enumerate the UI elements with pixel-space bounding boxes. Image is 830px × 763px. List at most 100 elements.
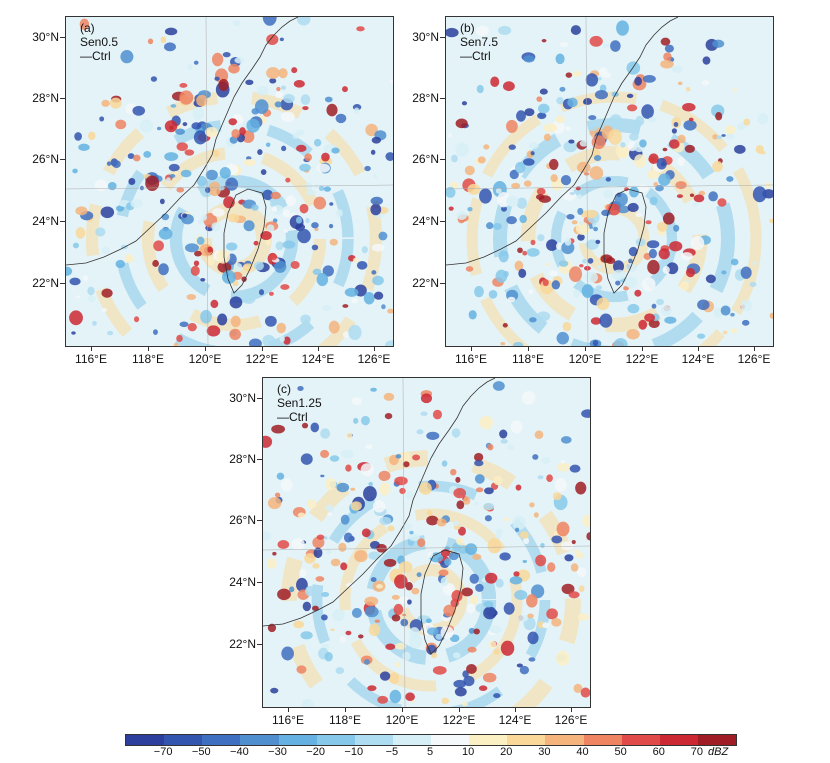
colorbar-label: 10 (462, 746, 475, 758)
lon-tick (374, 346, 375, 351)
panel-b-label: (b) Sen7.5—Ctrl (460, 21, 499, 63)
lon-label: 116°E (75, 352, 107, 366)
colorbar (125, 734, 737, 746)
lon-tick (642, 346, 643, 351)
lat-tick (60, 159, 65, 160)
lon-label: 118°E (512, 352, 544, 366)
lat-label: 22°N (229, 637, 256, 651)
lat-tick (257, 644, 262, 645)
colorbar-cell (469, 735, 508, 745)
colorbar-label: 70 (690, 746, 703, 758)
lon-label: 122°E (625, 352, 659, 366)
lat-tick (60, 37, 65, 38)
lon-label: 126°E (737, 352, 771, 366)
colorbar-label: −10 (344, 746, 364, 758)
colorbar-label: −20 (306, 746, 325, 758)
lat-tick (60, 98, 65, 99)
lat-label: 30°N (229, 391, 256, 405)
colorbar-label: −50 (191, 746, 211, 758)
colorbar-label: 60 (652, 746, 665, 758)
panel-a-label: (a) Sen0.5—Ctrl (80, 21, 119, 63)
lon-label: 124°E (498, 713, 532, 727)
colorbar-label: 20 (500, 746, 513, 758)
lat-tick (440, 283, 445, 284)
lon-tick (698, 346, 699, 351)
colorbar-label: −5 (385, 746, 399, 758)
lat-label: 22°N (32, 276, 59, 290)
lat-label: 24°N (229, 575, 256, 589)
colorbar-cell (202, 735, 241, 745)
colorbar-cell (621, 735, 660, 745)
colorbar-cell (126, 735, 165, 745)
colorbar-cell (431, 735, 470, 745)
lon-label: 122°E (245, 352, 279, 366)
lon-label: 124°E (681, 352, 715, 366)
lon-tick (318, 346, 319, 351)
lon-tick (585, 346, 586, 351)
map-canvas (263, 378, 590, 707)
lat-tick (440, 159, 445, 160)
lon-label: 122°E (442, 713, 476, 727)
lon-label: 126°E (357, 352, 391, 366)
lon-tick (402, 707, 403, 712)
lat-label: 28°N (229, 452, 256, 466)
colorbar-cell (164, 735, 203, 745)
lat-tick (257, 398, 262, 399)
lon-label: 118°E (329, 713, 361, 727)
map-canvas (446, 17, 773, 346)
lon-tick (459, 707, 460, 712)
colorbar-label: −40 (230, 746, 249, 758)
lon-tick (515, 707, 516, 712)
lat-label: 22°N (412, 276, 439, 290)
colorbar-label: 50 (614, 746, 627, 758)
lat-tick (257, 582, 262, 583)
colorbar-cell (583, 735, 622, 745)
colorbar-cell (354, 735, 393, 745)
lon-label: 120°E (188, 352, 222, 366)
lon-label: 116°E (455, 352, 487, 366)
colorbar-cell (278, 735, 317, 745)
lat-label: 26°N (229, 513, 256, 527)
lon-tick (262, 346, 263, 351)
colorbar-cell (697, 735, 736, 745)
lon-label: 116°E (272, 713, 304, 727)
colorbar-cell (507, 735, 546, 745)
colorbar-cell (240, 735, 279, 745)
lat-label: 28°N (412, 91, 439, 105)
lat-label: 24°N (32, 214, 59, 228)
lon-label: 120°E (568, 352, 602, 366)
colorbar-cell (545, 735, 584, 745)
lon-label: 126°E (554, 713, 588, 727)
lat-tick (257, 459, 262, 460)
lon-tick (288, 707, 289, 712)
lon-label: 124°E (301, 352, 335, 366)
colorbar-label: 30 (538, 746, 551, 758)
lon-tick (91, 346, 92, 351)
colorbar-label: 5 (426, 746, 434, 758)
lon-tick (148, 346, 149, 351)
colorbar-cell (392, 735, 431, 745)
colorbar-label: −70 (153, 746, 173, 758)
colorbar-unit: dBZ (708, 746, 729, 758)
lat-label: 28°N (32, 91, 59, 105)
lat-label: 26°N (32, 152, 59, 166)
lat-tick (60, 283, 65, 284)
lon-label: 118°E (132, 352, 164, 366)
lon-tick (571, 707, 572, 712)
colorbar-cell (316, 735, 355, 745)
map-canvas (66, 17, 393, 346)
lat-tick (257, 520, 262, 521)
lat-label: 26°N (412, 152, 439, 166)
panel-c-label: (c) Sen1.25—Ctrl (277, 382, 322, 424)
lon-tick (345, 707, 346, 712)
lat-tick (60, 221, 65, 222)
colorbar-label: −30 (268, 746, 287, 758)
lon-label: 120°E (385, 713, 419, 727)
lon-tick (205, 346, 206, 351)
lat-label: 30°N (32, 30, 59, 44)
map-c (262, 377, 591, 708)
lat-label: 30°N (412, 30, 439, 44)
lon-tick (471, 346, 472, 351)
colorbar-label: 40 (576, 746, 589, 758)
lat-label: 24°N (412, 214, 439, 228)
